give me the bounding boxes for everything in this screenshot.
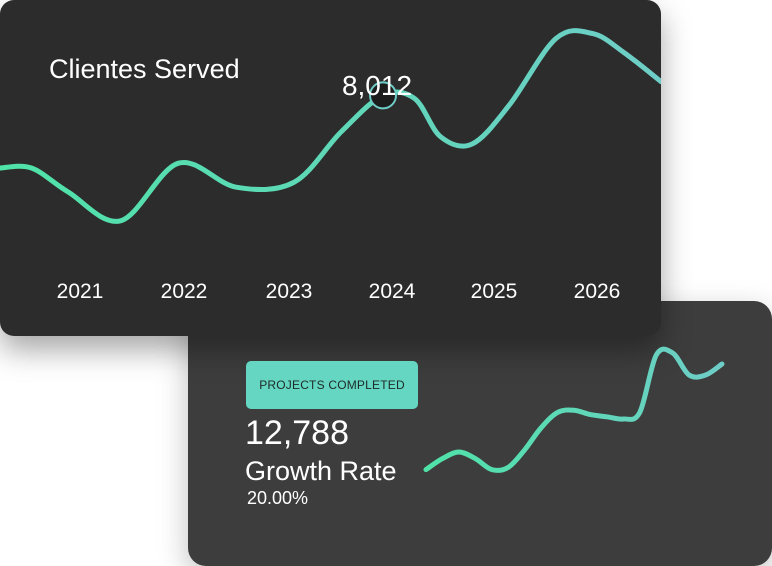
x-tick-label: 2021 <box>56 280 104 303</box>
x-tick-label: 2025 <box>470 280 518 303</box>
x-tick-label: 2022 <box>160 280 208 303</box>
clients-line-chart <box>0 28 661 224</box>
growth-series-line <box>423 346 725 473</box>
peak-marker[interactable] <box>369 81 397 110</box>
growth-rate-label: Growth Rate <box>245 456 397 486</box>
projects-count: 12,788 <box>245 414 349 452</box>
chart-title: Clientes Served <box>49 54 240 84</box>
peak-value-label: 8,012 <box>341 70 413 101</box>
growth-rate-value: 20.00% <box>247 488 309 508</box>
x-tick-label: 2023 <box>265 280 313 303</box>
projects-card <box>188 301 772 566</box>
clients-chart-card: Clientes Served 8,012 2021 2022 2023 202… <box>0 0 661 336</box>
x-tick-label: 2026 <box>573 280 621 303</box>
x-tick-label: 2024 <box>368 280 416 303</box>
projects-completed-badge: PROJECTS COMPLETED <box>246 361 418 409</box>
